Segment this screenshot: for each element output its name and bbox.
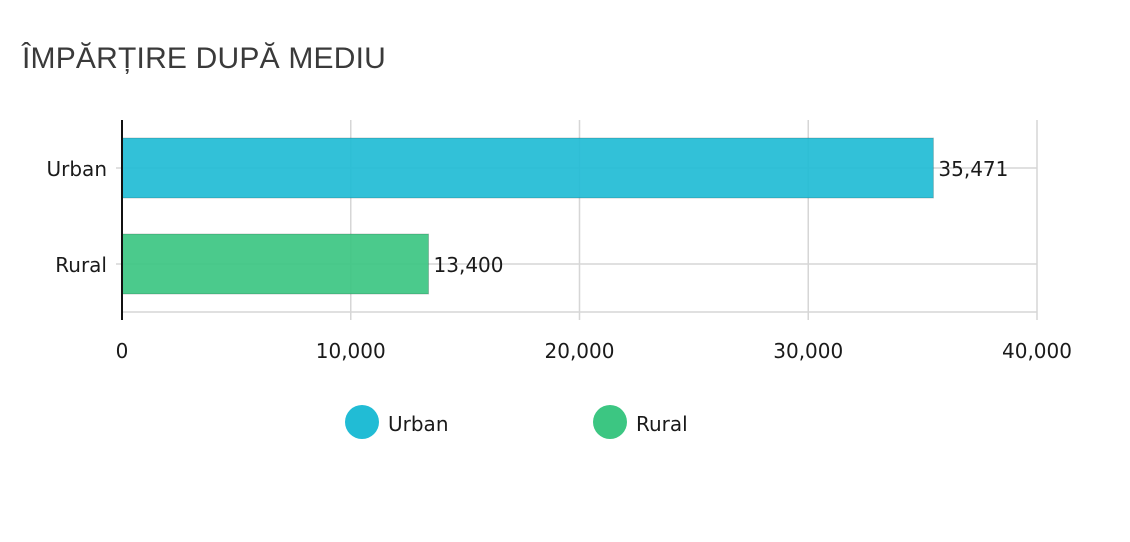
legend-marker: [593, 405, 627, 439]
legend: Urban Rural: [345, 405, 688, 439]
value-label: 35,471: [938, 157, 1008, 181]
labels-layer: 0 10,000 20,000 30,000 40,000 35,471 Urban 13,4…: [47, 157, 1072, 363]
bar-urban: [121, 137, 934, 199]
x-tick-label: 40,000: [1002, 339, 1072, 363]
chart-title: ÎMPĂRȚIRE DUPĂ MEDIU: [22, 42, 387, 75]
legend-item-rural[interactable]: Rural: [593, 405, 688, 439]
value-label: 13,400: [434, 253, 504, 277]
legend-item-urban[interactable]: Urban: [345, 405, 449, 439]
category-label: Rural: [55, 253, 107, 277]
x-tick-label: 30,000: [773, 339, 843, 363]
legend-marker: [345, 405, 379, 439]
x-tick-label: 20,000: [545, 339, 615, 363]
legend-label: Urban: [388, 412, 449, 436]
x-tick-label: 0: [116, 339, 129, 363]
x-tick-label: 10,000: [316, 339, 386, 363]
category-label: Urban: [47, 157, 108, 181]
legend-label: Rural: [636, 412, 688, 436]
bar-rural: [121, 233, 430, 295]
bars-layer: [121, 137, 934, 295]
